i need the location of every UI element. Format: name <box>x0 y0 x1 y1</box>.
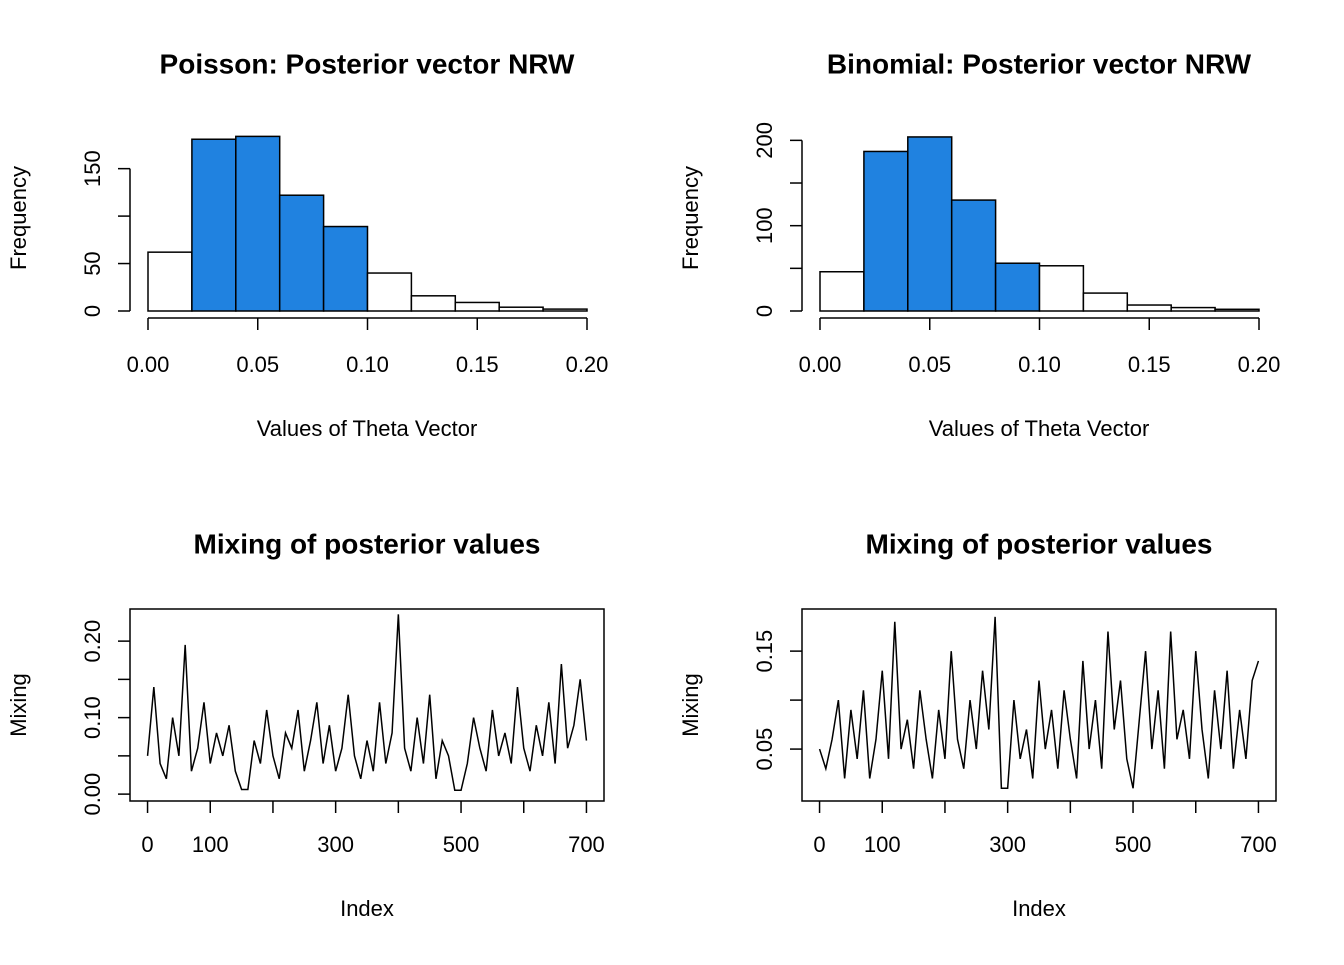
chart-title: Binomial: Posterior vector NRW <box>827 48 1252 79</box>
x-tick-label: 700 <box>1240 832 1277 857</box>
histogram-bar <box>1170 306 1216 312</box>
x-tick-label: 700 <box>568 832 605 857</box>
y-tick-label: 0.20 <box>80 620 105 663</box>
plot-box <box>801 608 1277 802</box>
y-tick-label: 0 <box>80 305 105 317</box>
x-tick-label: 0.10 <box>1018 352 1061 377</box>
x-tick-label: 0.05 <box>236 352 279 377</box>
y-tick-label: 0.00 <box>80 773 105 816</box>
trace-line <box>146 614 588 792</box>
histogram-bar <box>410 295 457 312</box>
x-tick-label: 0.10 <box>346 352 389 377</box>
histogram-bar <box>1214 308 1260 312</box>
histogram-bar <box>1126 304 1172 312</box>
x-tick-label: 0.00 <box>127 352 170 377</box>
y-tick-label: 50 <box>80 251 105 275</box>
chart-title: Mixing of posterior values <box>866 528 1213 559</box>
histogram-bar <box>907 136 953 312</box>
x-tick-label: 100 <box>864 832 901 857</box>
histogram-bar <box>147 251 193 312</box>
y-tick-label: 100 <box>752 207 777 244</box>
y-axis-title: Mixing <box>6 673 31 737</box>
y-axis-title: Mixing <box>678 673 703 737</box>
x-tick-label: 0 <box>813 832 825 857</box>
x-axis-title: Index <box>340 896 394 921</box>
histogram-bar <box>819 271 865 312</box>
y-tick-label: 150 <box>80 150 105 187</box>
x-tick-label: 300 <box>989 832 1026 857</box>
x-tick-label: 0.20 <box>566 352 609 377</box>
y-tick-label: 0.10 <box>80 696 105 739</box>
x-tick-label: 0.00 <box>799 352 842 377</box>
histogram-bar <box>542 308 588 312</box>
histogram-bar <box>322 225 369 312</box>
histogram-bar <box>1038 265 1085 312</box>
x-axis-title: Values of Theta Vector <box>257 416 478 441</box>
histogram-bar <box>863 150 909 312</box>
x-tick-label: 100 <box>192 832 229 857</box>
histogram-bar <box>454 301 500 312</box>
y-tick-label: 0.05 <box>752 728 777 771</box>
trace-line <box>818 616 1260 790</box>
x-tick-label: 0.20 <box>1238 352 1281 377</box>
chart-title: Poisson: Posterior vector NRW <box>160 48 575 79</box>
x-tick-label: 500 <box>1115 832 1152 857</box>
y-tick-label: 200 <box>752 122 777 159</box>
x-tick-label: 0 <box>141 832 153 857</box>
x-axis-title: Index <box>1012 896 1066 921</box>
y-tick-label: 0 <box>752 305 777 317</box>
x-tick-label: 0.15 <box>456 352 499 377</box>
plot-box <box>129 608 605 802</box>
histogram-bar <box>278 194 325 312</box>
y-axis-title: Frequency <box>678 166 703 270</box>
histogram-bar <box>950 199 997 312</box>
x-axis-title: Values of Theta Vector <box>929 416 1150 441</box>
chart-title: Mixing of posterior values <box>194 528 541 559</box>
x-tick-label: 300 <box>317 832 354 857</box>
histogram-bar <box>235 135 281 312</box>
x-tick-label: 0.05 <box>908 352 951 377</box>
y-axis-title: Frequency <box>6 166 31 270</box>
histogram-bar <box>498 306 544 312</box>
x-tick-label: 500 <box>443 832 480 857</box>
histogram-bar <box>191 138 237 312</box>
histogram-bar <box>994 262 1041 312</box>
histogram-bar <box>1082 292 1129 312</box>
y-tick-label: 0.15 <box>752 630 777 673</box>
x-tick-label: 0.15 <box>1128 352 1171 377</box>
histogram-bar <box>366 272 413 312</box>
